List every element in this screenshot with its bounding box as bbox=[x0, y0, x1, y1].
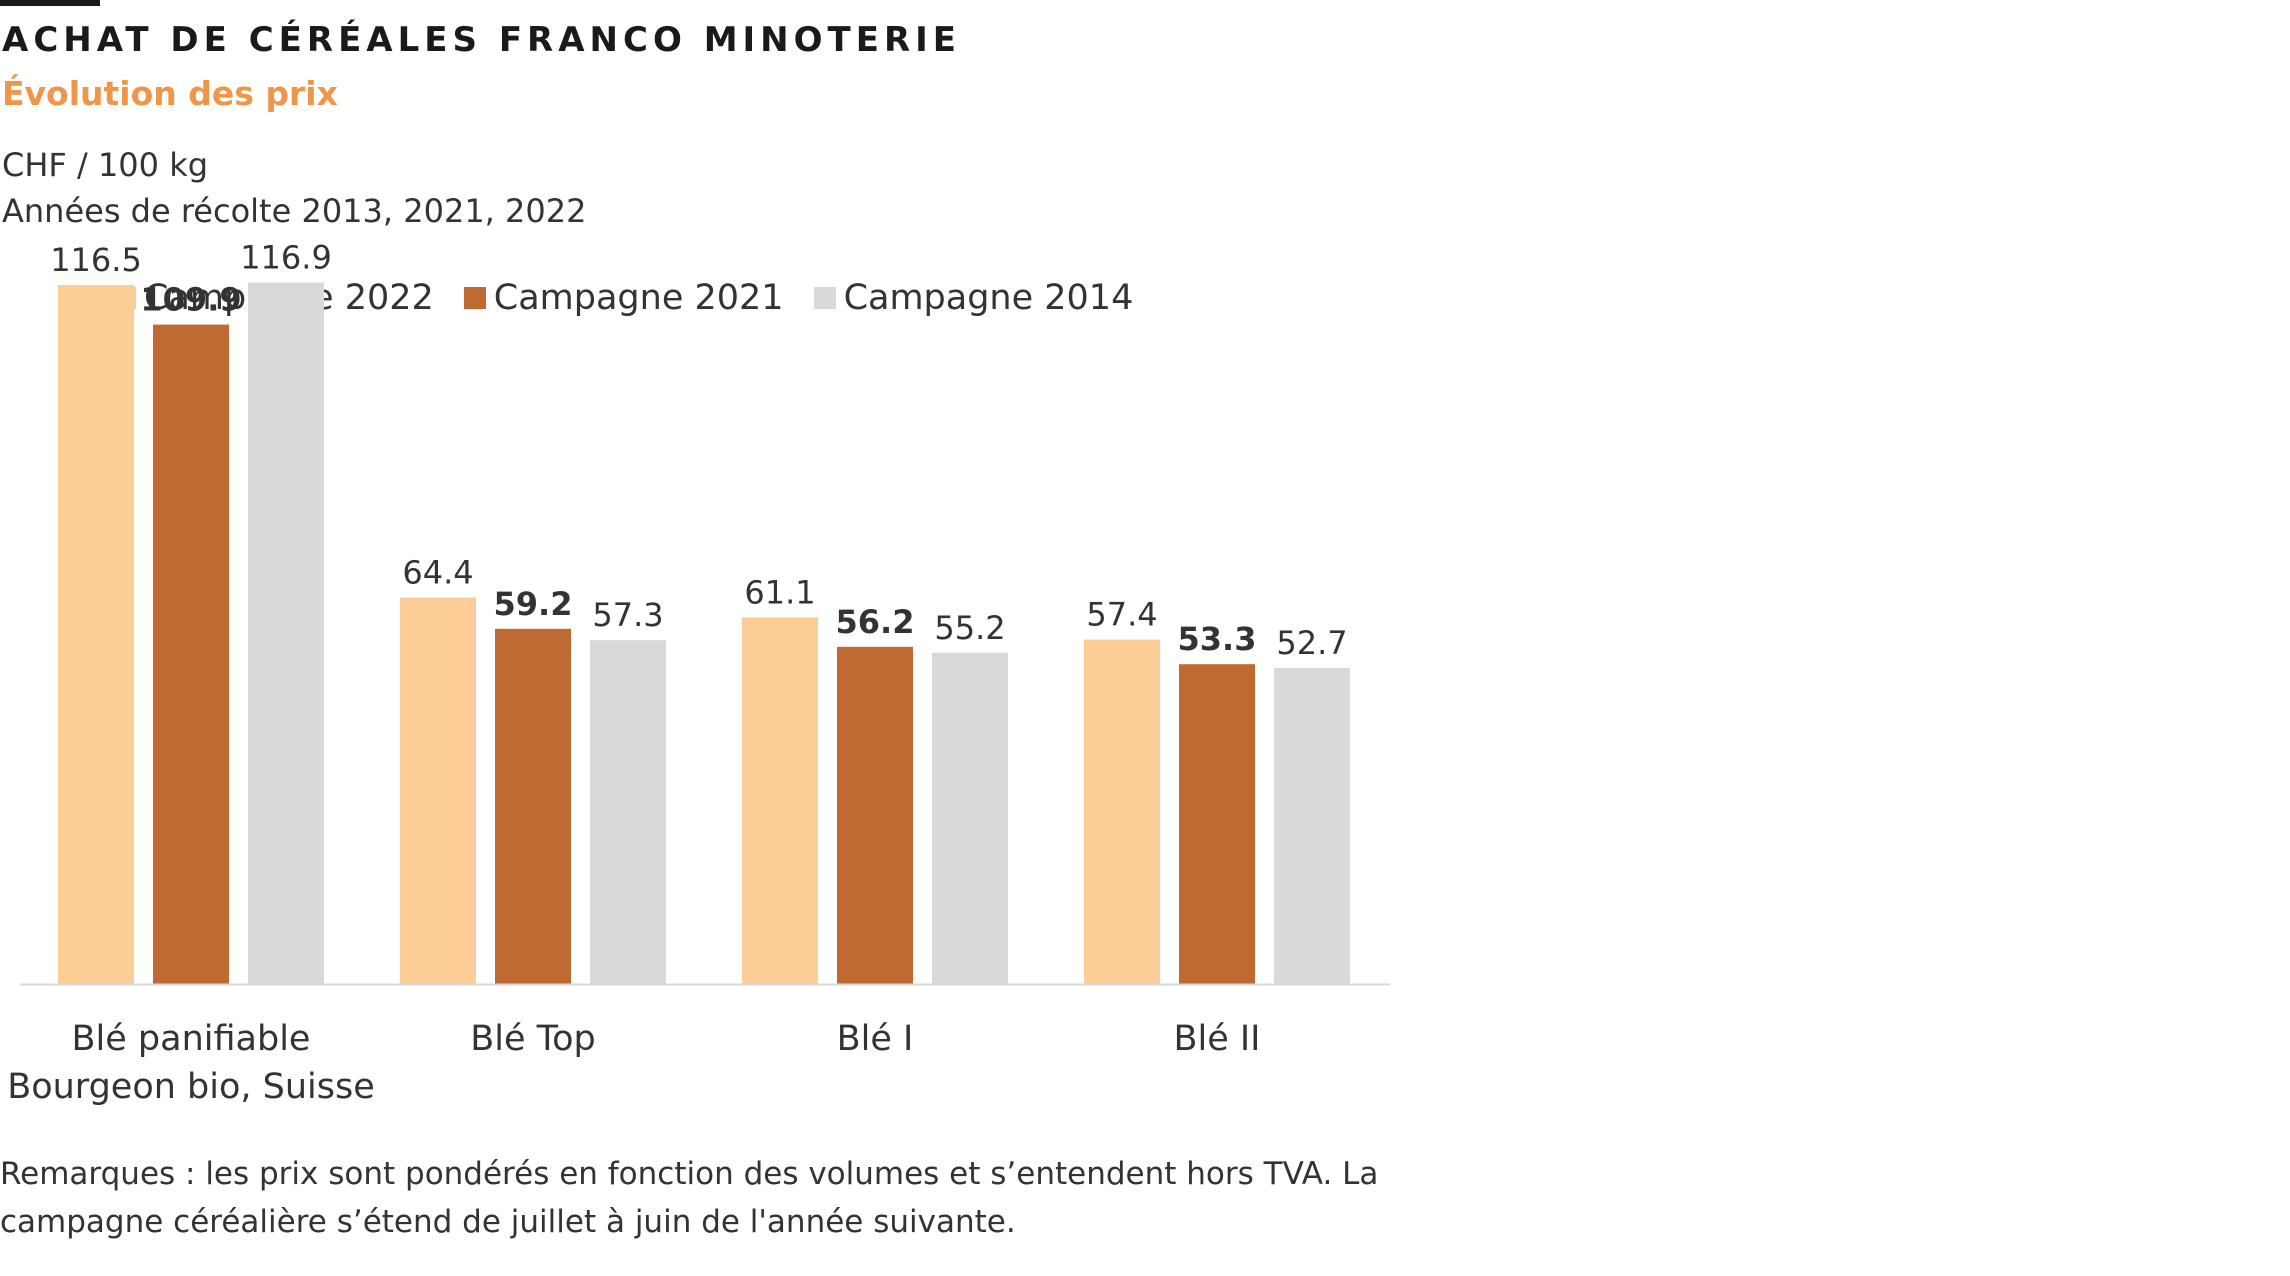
legend-swatch-2014 bbox=[813, 287, 836, 309]
bar-3-series-1 bbox=[742, 617, 818, 984]
legend-swatch-2021 bbox=[463, 287, 486, 309]
legend-label-2014: Campagne 2014 bbox=[843, 278, 1134, 318]
data-label-2-series-2: 59.2 bbox=[494, 585, 573, 623]
data-label-1-series-1: 116.5 bbox=[50, 241, 142, 279]
data-label-3-series-1: 61.1 bbox=[744, 573, 815, 611]
category-label-3-line-1: Blé I bbox=[837, 1019, 914, 1059]
note-line-2: campagne céréalière s’étend de juillet à… bbox=[0, 1204, 1016, 1240]
bar-2-series-2 bbox=[495, 628, 571, 984]
legend-label-2021: Campagne 2021 bbox=[493, 278, 784, 318]
data-label-1-series-2: 109.9 bbox=[140, 281, 241, 319]
chart-note: Remarques : les prix sont pondérés en fo… bbox=[0, 1150, 1500, 1246]
legend-item-2014: Campagne 2014 bbox=[813, 278, 1134, 318]
bar-1-series-3 bbox=[248, 282, 324, 985]
category-label-1-line-2: Bourgeon bio, Suisse bbox=[7, 1067, 375, 1107]
bar-3-series-2 bbox=[837, 646, 913, 984]
data-label-3-series-2: 56.2 bbox=[836, 603, 915, 641]
legend-item-2021: Campagne 2021 bbox=[463, 278, 784, 318]
title-accent-bar bbox=[0, 0, 100, 6]
data-label-3-series-3: 55.2 bbox=[934, 609, 1005, 647]
data-label-1-series-3: 116.9 bbox=[240, 239, 332, 277]
note-line-1: Remarques : les prix sont pondérés en fo… bbox=[0, 1156, 1379, 1192]
bar-4-series-1 bbox=[1084, 639, 1160, 984]
category-label-2-line-1: Blé Top bbox=[470, 1019, 595, 1059]
chart-subtitle: Évolution des prix bbox=[2, 74, 338, 113]
category-label-4-line-1: Blé II bbox=[1173, 1019, 1260, 1059]
data-label-2-series-1: 64.4 bbox=[402, 554, 473, 592]
bar-4-series-3 bbox=[1274, 667, 1350, 984]
category-label-1-line-1: Blé panifiable bbox=[72, 1019, 311, 1059]
data-label-2-series-3: 57.3 bbox=[592, 596, 663, 634]
bar-1-series-1 bbox=[58, 285, 134, 984]
bar-3-series-3 bbox=[932, 652, 1008, 984]
bar-2-series-3 bbox=[590, 640, 666, 984]
data-label-4-series-2: 53.3 bbox=[1178, 620, 1257, 658]
data-label-4-series-3: 52.7 bbox=[1276, 624, 1347, 662]
bar-4-series-2 bbox=[1179, 664, 1255, 984]
unit-label: CHF / 100 kg bbox=[2, 146, 209, 184]
bar-2-series-1 bbox=[400, 597, 476, 984]
bar-1-series-2 bbox=[153, 324, 229, 985]
harvest-years-label: Années de récolte 2013, 2021, 2022 bbox=[2, 192, 587, 230]
chart-title: ACHAT DE CÉRÉALES FRANCO MINOTERIE bbox=[2, 20, 962, 60]
data-label-4-series-1: 57.4 bbox=[1086, 596, 1157, 634]
